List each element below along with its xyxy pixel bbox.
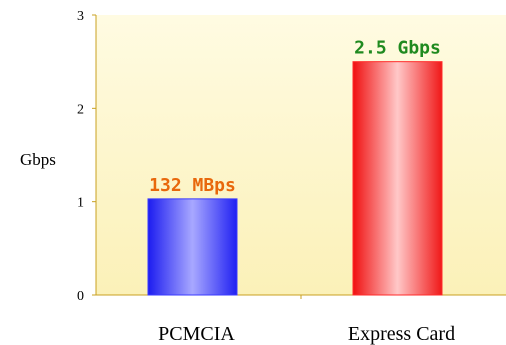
category-labels: PCMCIA Express Card (158, 323, 455, 345)
data-label-express-card: 2.5 Gbps (354, 38, 441, 59)
y-ticks: 0 1 2 3 (77, 9, 302, 304)
y-axis-label: Gbps (20, 150, 56, 169)
data-label-pcmcia: 132 MBps (149, 175, 236, 196)
category-label-pcmcia: PCMCIA (158, 323, 235, 345)
y-tick-label: 2 (77, 102, 84, 117)
bar-express-card (352, 61, 443, 296)
y-tick-label: 3 (77, 9, 84, 24)
category-label-express-card: Express Card (348, 323, 455, 345)
y-tick-label: 1 (77, 196, 84, 211)
bars (147, 61, 443, 296)
bar-pcmcia (147, 198, 238, 296)
data-labels: 132 MBps 2.5 Gbps (149, 38, 441, 196)
y-tick-label: 0 (77, 289, 84, 304)
